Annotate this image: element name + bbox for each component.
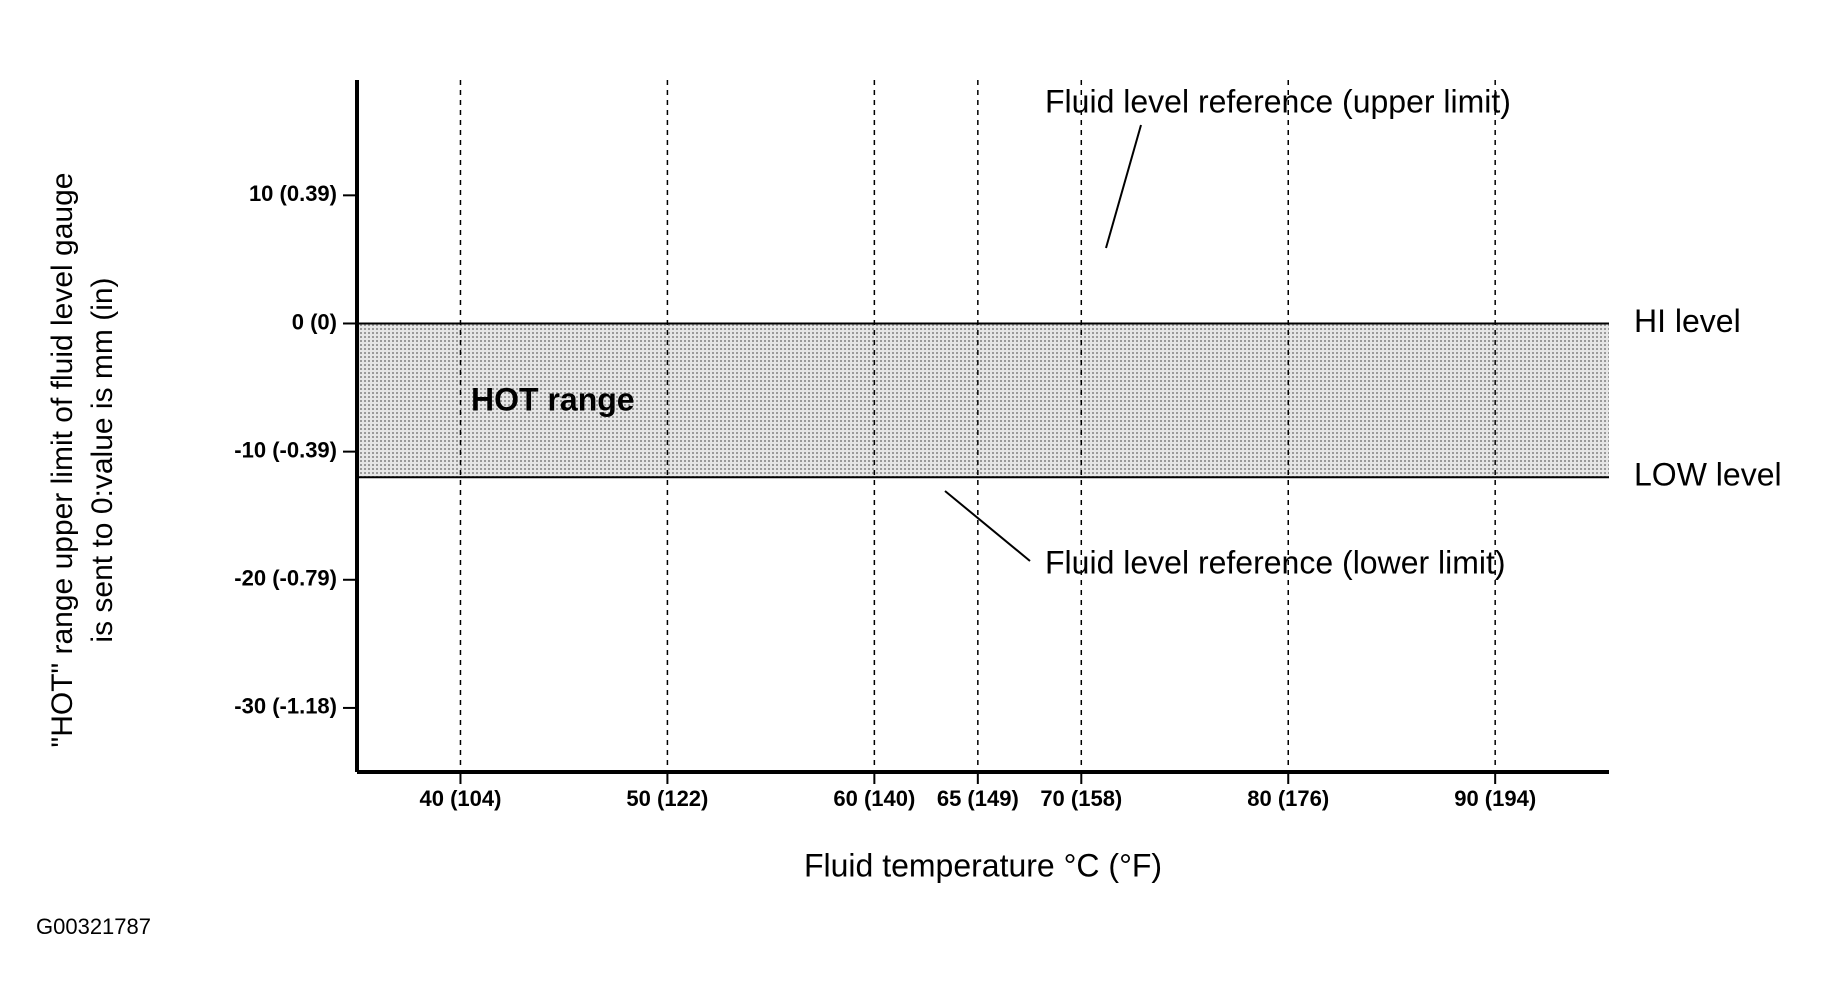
leader-line bbox=[1105, 124, 1142, 249]
series-label: Fluid level reference (upper limit) bbox=[1045, 83, 1511, 119]
hi-level-label: HI level bbox=[1634, 303, 1741, 339]
x-tick-label: 80 (176) bbox=[1247, 786, 1329, 811]
x-tick-label: 65 (149) bbox=[937, 786, 1019, 811]
x-tick-label: 60 (140) bbox=[833, 786, 915, 811]
y-axis-label-line: "HOT" range upper limit of fluid level g… bbox=[46, 173, 79, 748]
y-tick-label: 10 (0.39) bbox=[249, 181, 337, 206]
y-axis-label-line: is sent to 0:value is mm (in) bbox=[86, 277, 119, 642]
x-tick-label: 40 (104) bbox=[419, 786, 501, 811]
y-tick-label: -20 (-0.79) bbox=[234, 566, 337, 591]
x-tick-label: 70 (158) bbox=[1040, 786, 1122, 811]
hot-range bbox=[357, 323, 1609, 478]
leader-line bbox=[944, 490, 1031, 562]
y-axis-label: "HOT" range upper limit of fluid level g… bbox=[46, 173, 119, 748]
x-tick-label: 50 (122) bbox=[626, 786, 708, 811]
x-tick-label: 90 (194) bbox=[1454, 786, 1536, 811]
low-level-label: LOW level bbox=[1634, 457, 1782, 493]
hot-range-label: HOT range bbox=[471, 381, 635, 417]
y-tick-label: -10 (-0.39) bbox=[234, 437, 337, 462]
x-axis-label: Fluid temperature °C (°F) bbox=[804, 847, 1162, 883]
y-tick-label: -30 (-1.18) bbox=[234, 694, 337, 719]
y-tick-label: 0 (0) bbox=[292, 309, 337, 334]
series-label: Fluid level reference (lower limit) bbox=[1045, 544, 1506, 580]
footnote: G00321787 bbox=[36, 914, 151, 939]
